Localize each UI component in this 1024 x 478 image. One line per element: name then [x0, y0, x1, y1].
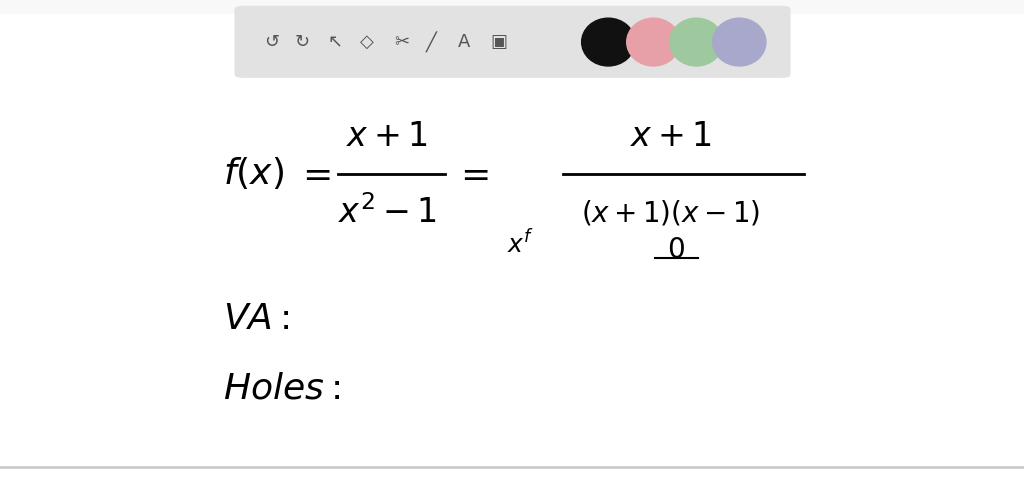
Text: ↺: ↺	[264, 33, 279, 51]
Text: $VA:$: $VA:$	[223, 303, 290, 337]
Text: $\mathit{x}+1$: $\mathit{x}+1$	[346, 124, 428, 153]
Text: $(\mathit{x}+1)(\mathit{x}-1)$: $(\mathit{x}+1)(\mathit{x}-1)$	[582, 198, 760, 227]
Text: $\mathit{x}^2-1$: $\mathit{x}^2-1$	[338, 196, 436, 230]
Text: ✂: ✂	[394, 33, 409, 51]
Ellipse shape	[670, 18, 723, 66]
Text: $=$: $=$	[295, 157, 330, 192]
Ellipse shape	[582, 18, 635, 66]
Text: $\mathit{x}+1$: $\mathit{x}+1$	[630, 124, 712, 153]
Text: $\mathit{x}^f$: $\mathit{x}^f$	[507, 231, 534, 260]
Text: $Holes:$: $Holes:$	[223, 372, 341, 407]
Text: $\mathit{f}(\mathit{x})$: $\mathit{f}(\mathit{x})$	[223, 156, 285, 193]
Text: $\mathit{0}$: $\mathit{0}$	[667, 239, 685, 263]
FancyBboxPatch shape	[234, 6, 791, 78]
Text: ╱: ╱	[426, 32, 436, 53]
Text: ▣: ▣	[490, 33, 507, 51]
Text: A: A	[458, 33, 470, 51]
Text: ↖: ↖	[328, 33, 342, 51]
Text: ↻: ↻	[295, 33, 309, 51]
Text: ◇: ◇	[359, 33, 374, 51]
Text: $=$: $=$	[454, 157, 488, 192]
Ellipse shape	[627, 18, 680, 66]
Ellipse shape	[713, 18, 766, 66]
